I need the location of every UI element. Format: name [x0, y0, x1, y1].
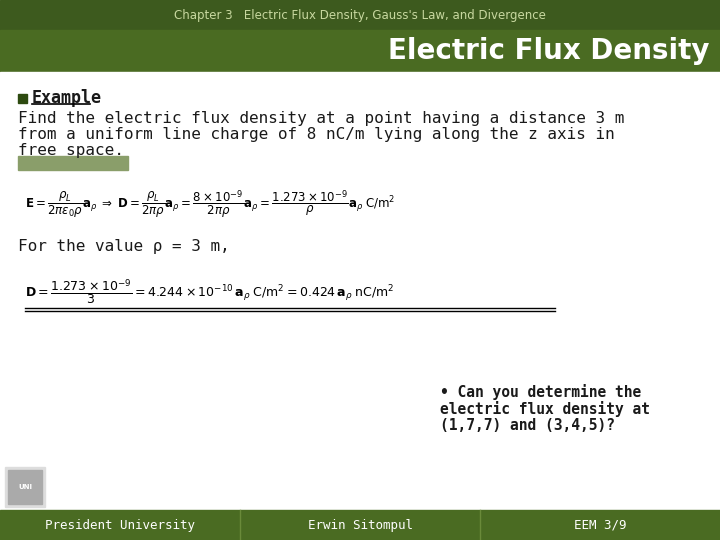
Text: EEM 3/9: EEM 3/9 — [574, 518, 626, 531]
Text: free space.: free space. — [18, 143, 124, 158]
Bar — [18, 94, 27, 103]
Text: $\mathbf{E} = \dfrac{\rho_L}{2\pi\varepsilon_0\rho}\mathbf{a}_\rho\;\Rightarrow\: $\mathbf{E} = \dfrac{\rho_L}{2\pi\vareps… — [25, 189, 395, 221]
Text: $\mathbf{D} = \dfrac{1.273\times10^{-9}}{3} = 4.244\times10^{-10}\,\mathbf{a}_\r: $\mathbf{D} = \dfrac{1.273\times10^{-9}}… — [25, 277, 395, 307]
Text: President University: President University — [45, 518, 195, 531]
Text: electric flux density at: electric flux density at — [440, 401, 650, 417]
Bar — [0, 72, 720, 510]
Bar — [8, 470, 42, 504]
Text: UNI: UNI — [18, 484, 32, 490]
Text: Erwin Sitompul: Erwin Sitompul — [307, 518, 413, 531]
Text: Chapter 3   Electric Flux Density, Gauss's Law, and Divergence: Chapter 3 Electric Flux Density, Gauss's… — [174, 9, 546, 22]
Bar — [0, 0, 720, 30]
Bar — [0, 510, 720, 540]
Bar — [18, 156, 128, 170]
Text: (1,7,7) and (3,4,5)?: (1,7,7) and (3,4,5)? — [440, 418, 615, 434]
Text: Electric Flux Density: Electric Flux Density — [389, 37, 710, 65]
Text: Find the electric flux density at a point having a distance 3 m: Find the electric flux density at a poin… — [18, 111, 624, 125]
Text: Example: Example — [32, 89, 102, 107]
Text: • Can you determine the: • Can you determine the — [440, 384, 642, 400]
Bar — [5, 467, 45, 507]
Text: For the value ρ = 3 m,: For the value ρ = 3 m, — [18, 240, 230, 254]
Text: from a uniform line charge of 8 nC/m lying along the z axis in: from a uniform line charge of 8 nC/m lyi… — [18, 126, 615, 141]
Bar — [0, 30, 720, 72]
